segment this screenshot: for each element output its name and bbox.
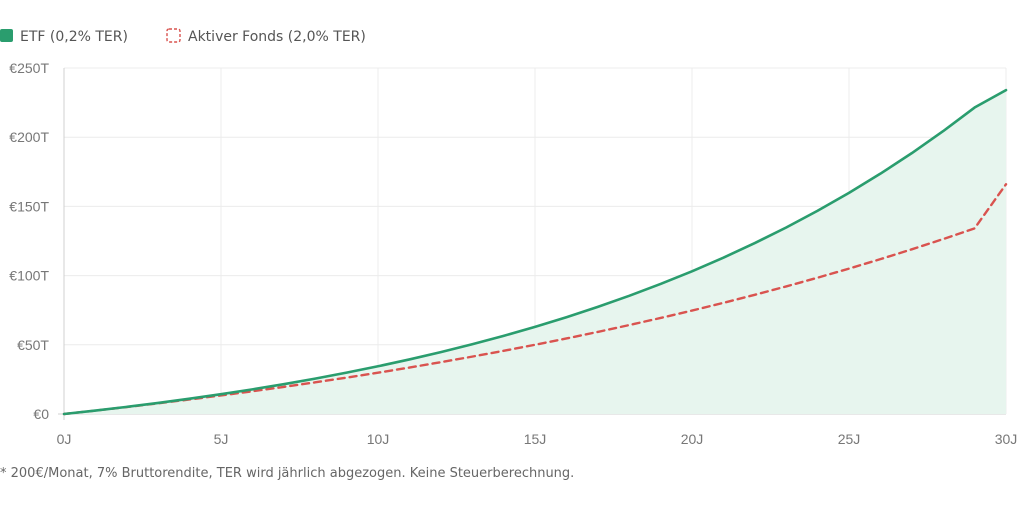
legend-swatch-aktiver-fonds [166,28,181,43]
x-tick-label: 0J [57,431,72,447]
x-tick-label: 5J [214,431,229,447]
y-tick-label: €0 [33,406,49,422]
growth-chart: €0 €50T €100T €150T €200T €250T 0J 5J 10J 15J 20J 2… [0,28,1018,447]
x-tick-label: 20J [681,431,704,447]
x-tick-label: 25J [838,431,861,447]
etf-area-fill [64,90,1006,414]
chart-container: €0 €50T €100T €150T €200T €250T 0J 5J 10J 15J 20J 2… [0,28,1018,447]
series-line-etf [62,88,1008,416]
y-tick-label: €250T [9,60,49,76]
x-tick-label: 15J [524,431,547,447]
x-tick-label: 10J [367,431,390,447]
x-tick-label: 30J [995,431,1018,447]
legend-label-aktiver-fonds: Aktiver Fonds (2,0% TER) [188,29,366,45]
footnote: * 200€/Monat, 7% Bruttorendite, TER wird… [0,466,575,481]
y-tick-label: €50T [17,337,49,353]
y-tick-label: €200T [9,129,49,145]
legend-swatch-etf [0,29,13,42]
legend-label-etf: ETF (0,2% TER) [20,29,128,45]
y-tick-label: €100T [9,268,49,284]
y-tick-label: €150T [9,198,49,214]
